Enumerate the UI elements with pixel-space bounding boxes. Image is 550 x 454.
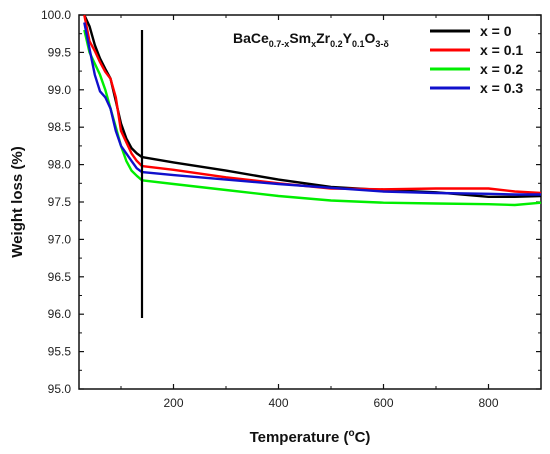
legend-label: x = 0.2	[480, 61, 523, 77]
composition-formula: BaCe0.7-xSmxZr0.2Y0.1O3-δ	[233, 30, 389, 49]
x-tick-label: 400	[268, 396, 288, 410]
plot-frame	[78, 14, 542, 390]
x-tick-label: 800	[478, 396, 498, 410]
y-tick-label: 97.0	[48, 232, 72, 246]
series-lines-layer	[83, 14, 542, 207]
legend-label: x = 0.1	[480, 42, 523, 58]
series-line-x-0-2	[83, 29, 542, 207]
y-tick-label: 99.5	[48, 45, 72, 59]
y-tick-label: 95.5	[48, 345, 72, 359]
series-line-x-0-1	[83, 14, 542, 195]
y-axis-title: Weight loss (%)	[9, 146, 26, 257]
y-tick-label: 98.5	[48, 120, 72, 134]
x-tick-label: 200	[163, 396, 183, 410]
y-tick-label: 97.5	[48, 195, 72, 209]
y-tick-label: 95.0	[48, 382, 72, 396]
series-line-x-0-3	[83, 22, 541, 196]
y-tick-label: 100.0	[41, 8, 71, 22]
x-tick-label: 600	[373, 396, 393, 410]
y-tick-label: 98.0	[48, 158, 72, 172]
legend: x = 0 x = 0.1 x = 0.2 x = 0.3	[430, 23, 523, 96]
x-axis-title: Temperature (oC)	[250, 428, 371, 446]
legend-label: x = 0.3	[480, 80, 523, 96]
y-tick-label: 96.5	[48, 270, 72, 284]
y-tick-label: 99.0	[48, 83, 72, 97]
y-tick-label: 96.0	[48, 307, 72, 321]
ticks-layer: 95.0 95.5 96.0 96.5 97.0 97.5 98.0 98.5 99.0 99.5…	[41, 8, 542, 410]
legend-label: x = 0	[480, 23, 512, 39]
